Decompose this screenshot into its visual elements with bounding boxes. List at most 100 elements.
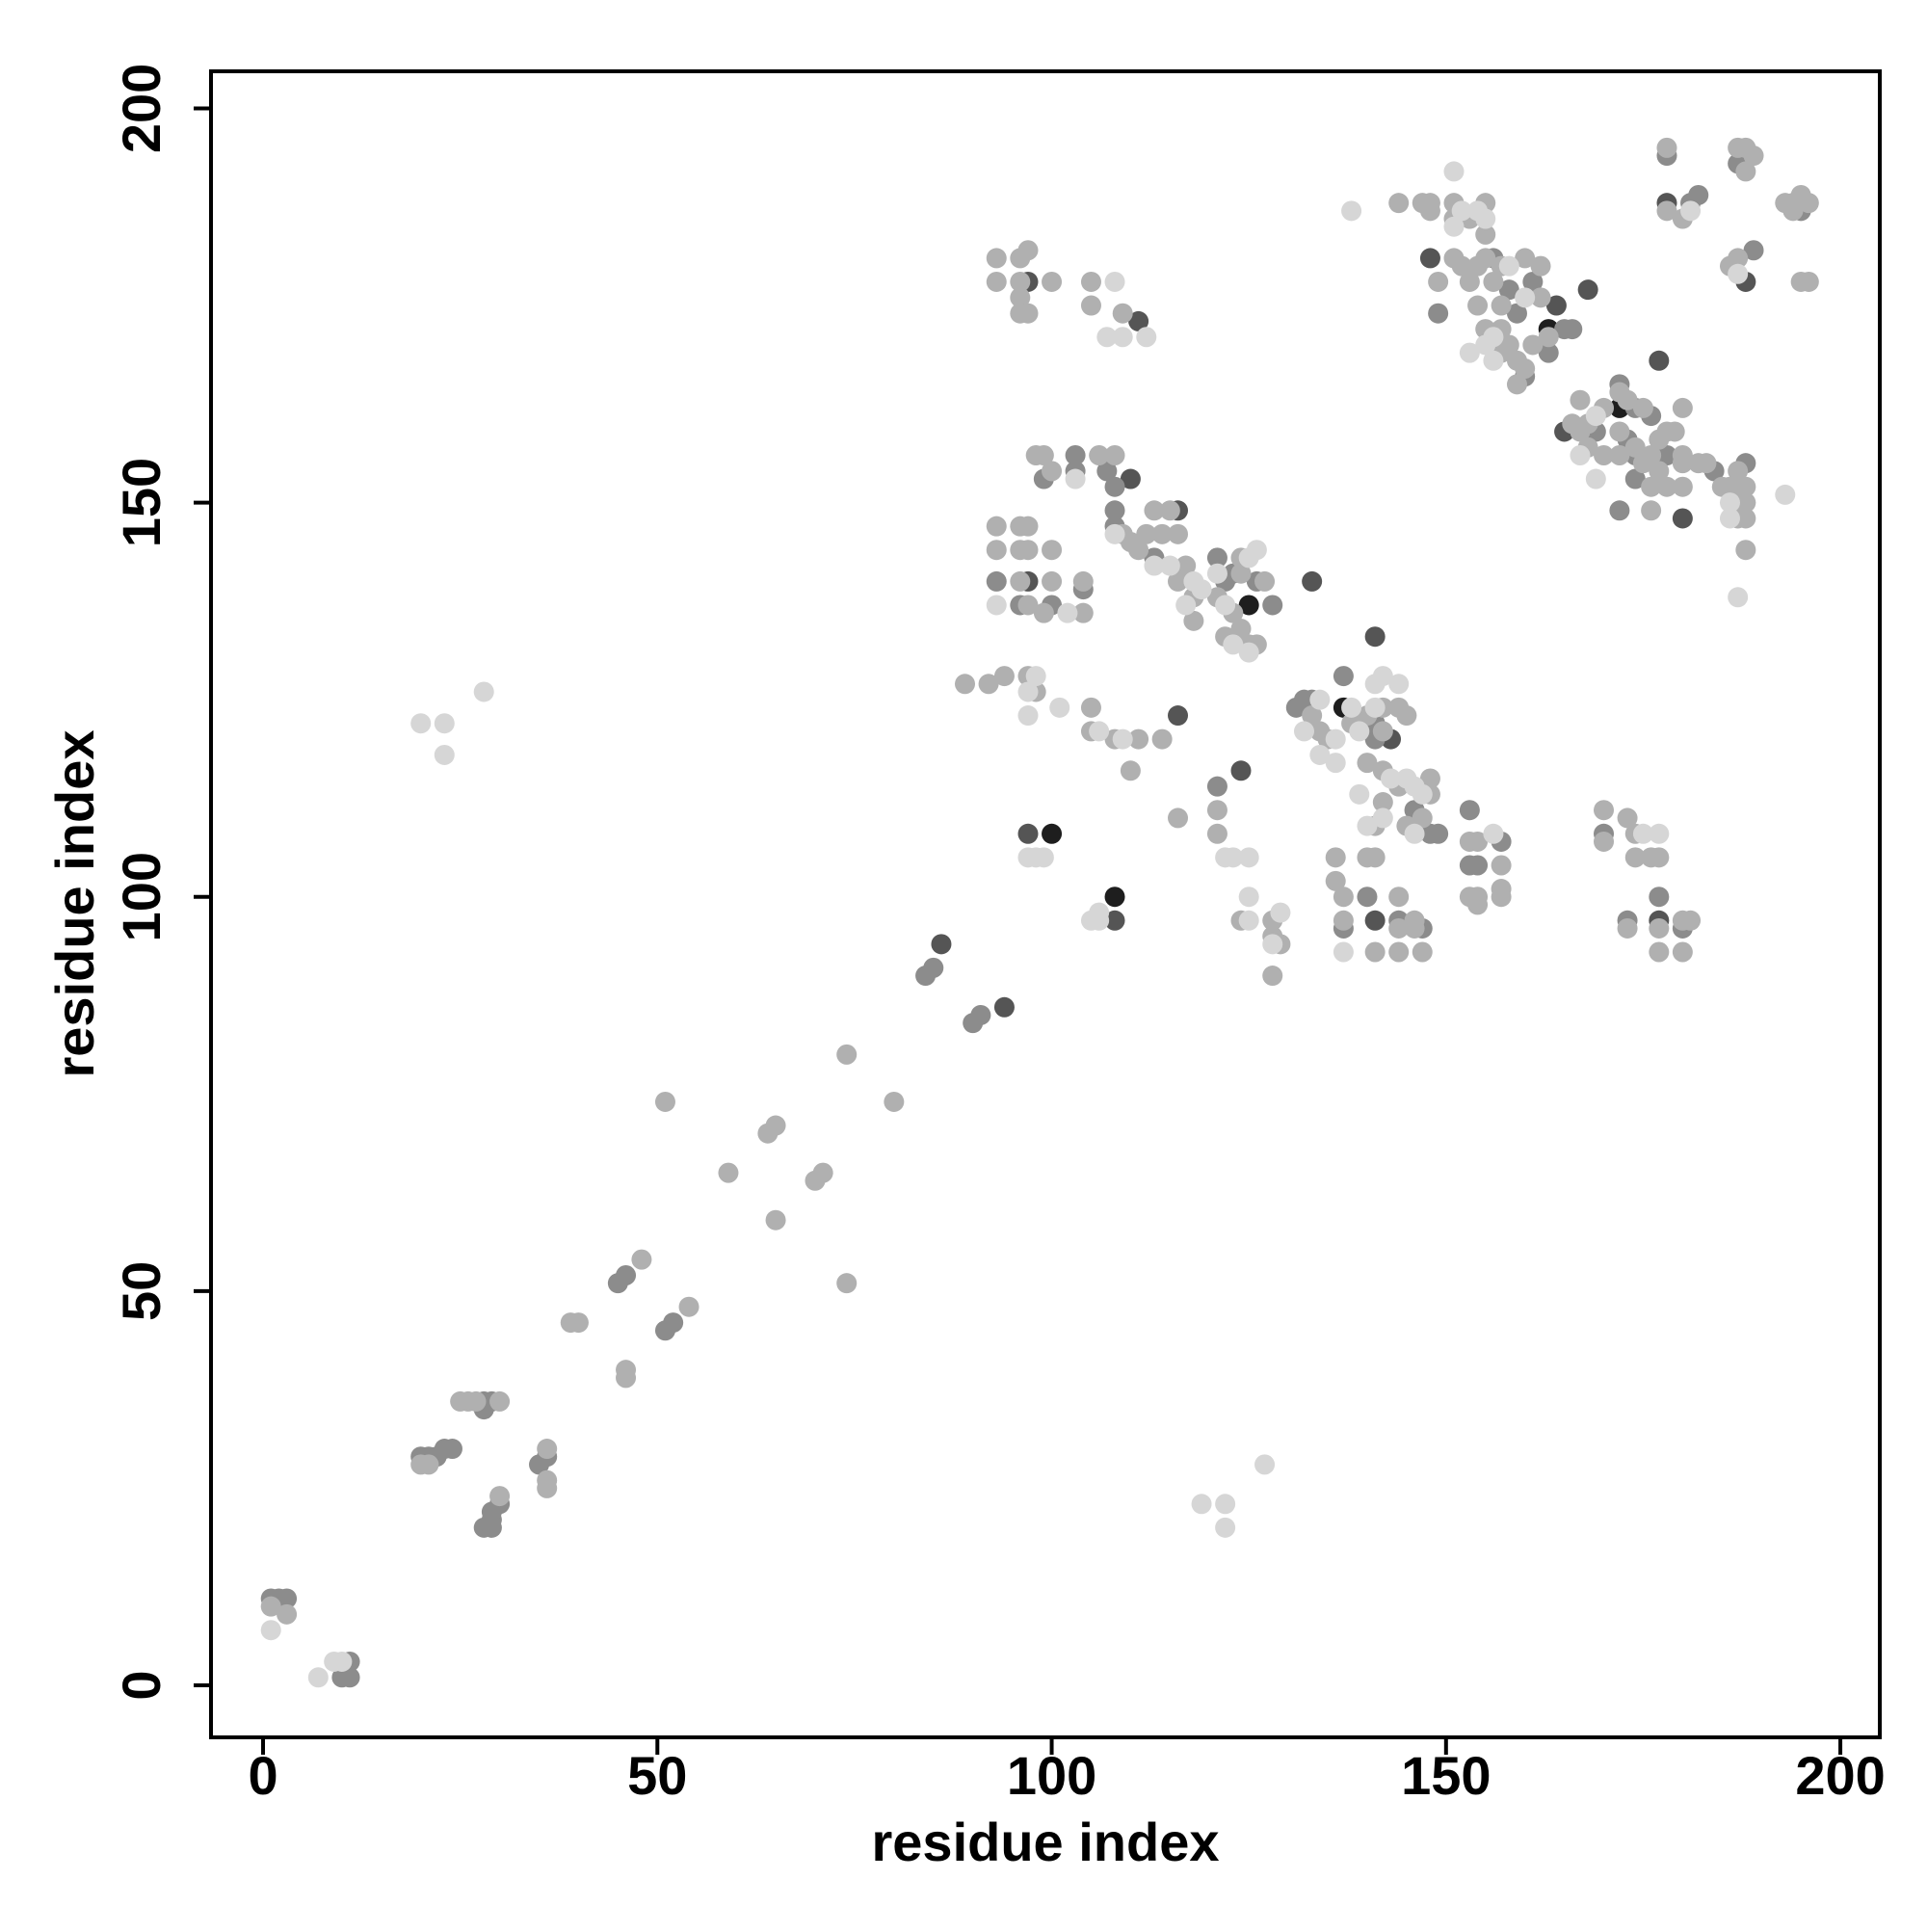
point [260, 1596, 281, 1617]
point [1396, 705, 1417, 727]
point [1033, 602, 1054, 623]
point [1238, 642, 1259, 663]
point [1144, 500, 1165, 521]
point [1033, 847, 1054, 868]
point [1049, 697, 1070, 718]
point [1191, 1494, 1212, 1515]
point [1042, 823, 1063, 844]
point [1672, 453, 1693, 474]
x-tick-label: 50 [627, 1745, 687, 1806]
point [986, 570, 1007, 592]
point [1112, 728, 1133, 750]
point [1672, 476, 1693, 497]
point [1333, 887, 1354, 908]
point [1262, 966, 1283, 987]
point [1223, 634, 1244, 655]
point [1743, 146, 1764, 167]
x-tick-label: 150 [1401, 1745, 1491, 1806]
point [986, 595, 1007, 616]
point [1498, 255, 1519, 277]
point [1735, 492, 1756, 514]
point [978, 674, 999, 695]
point [1183, 610, 1204, 631]
point [1309, 744, 1331, 765]
point [1570, 444, 1591, 465]
point [1025, 666, 1046, 687]
point [1649, 461, 1670, 482]
point [1104, 476, 1125, 497]
point [1238, 847, 1259, 868]
point [1656, 200, 1677, 222]
point [663, 1312, 684, 1334]
point [1238, 595, 1259, 616]
point [1341, 697, 1362, 718]
point [1530, 287, 1551, 308]
point [331, 1667, 353, 1688]
point [1562, 319, 1583, 340]
point [1491, 887, 1512, 908]
point [489, 1390, 511, 1412]
x-tick-label: 0 [248, 1745, 277, 1806]
point [1120, 760, 1141, 781]
point [1617, 389, 1638, 410]
point [1412, 807, 1433, 829]
point [1412, 783, 1433, 805]
point [1649, 917, 1670, 939]
point [1372, 807, 1393, 829]
point [1419, 768, 1440, 789]
point [1491, 295, 1512, 316]
point [1530, 255, 1551, 277]
point [1364, 697, 1386, 718]
point [1349, 721, 1370, 742]
point [1072, 570, 1094, 592]
point [1515, 287, 1536, 308]
point [1112, 327, 1133, 348]
point [1254, 570, 1276, 592]
point [1206, 547, 1227, 569]
point [1364, 910, 1386, 931]
point [1033, 444, 1054, 465]
point [1072, 602, 1094, 623]
plot-frame [209, 69, 1882, 1739]
point [1089, 902, 1110, 923]
point [1475, 224, 1496, 245]
point [1010, 271, 1031, 292]
point [1609, 421, 1630, 442]
point [1104, 271, 1125, 292]
point [1017, 681, 1039, 702]
point [1467, 894, 1489, 915]
point [1357, 753, 1378, 774]
point [1585, 406, 1606, 427]
point [1467, 855, 1489, 876]
point [1719, 492, 1740, 514]
point [1617, 807, 1638, 829]
point [1364, 626, 1386, 648]
point [1357, 887, 1378, 908]
point [1594, 800, 1615, 821]
point [1451, 200, 1472, 222]
point [260, 1620, 281, 1641]
point [1325, 870, 1346, 891]
point [1641, 500, 1662, 521]
point [1538, 327, 1559, 348]
point [1128, 728, 1149, 750]
point [986, 540, 1007, 561]
point [1017, 823, 1039, 844]
point [1017, 540, 1039, 561]
point [1404, 823, 1425, 844]
point [1617, 917, 1638, 939]
point [654, 1091, 675, 1112]
point [1609, 500, 1630, 521]
point [1151, 523, 1173, 544]
point [1175, 595, 1197, 616]
point [1151, 728, 1173, 750]
point [465, 1390, 487, 1412]
point [1491, 855, 1512, 876]
point [434, 713, 455, 734]
point [1782, 200, 1804, 222]
point [1570, 389, 1591, 410]
point [1096, 461, 1118, 482]
point [1475, 208, 1496, 229]
point [537, 1477, 558, 1498]
point [1680, 910, 1702, 931]
